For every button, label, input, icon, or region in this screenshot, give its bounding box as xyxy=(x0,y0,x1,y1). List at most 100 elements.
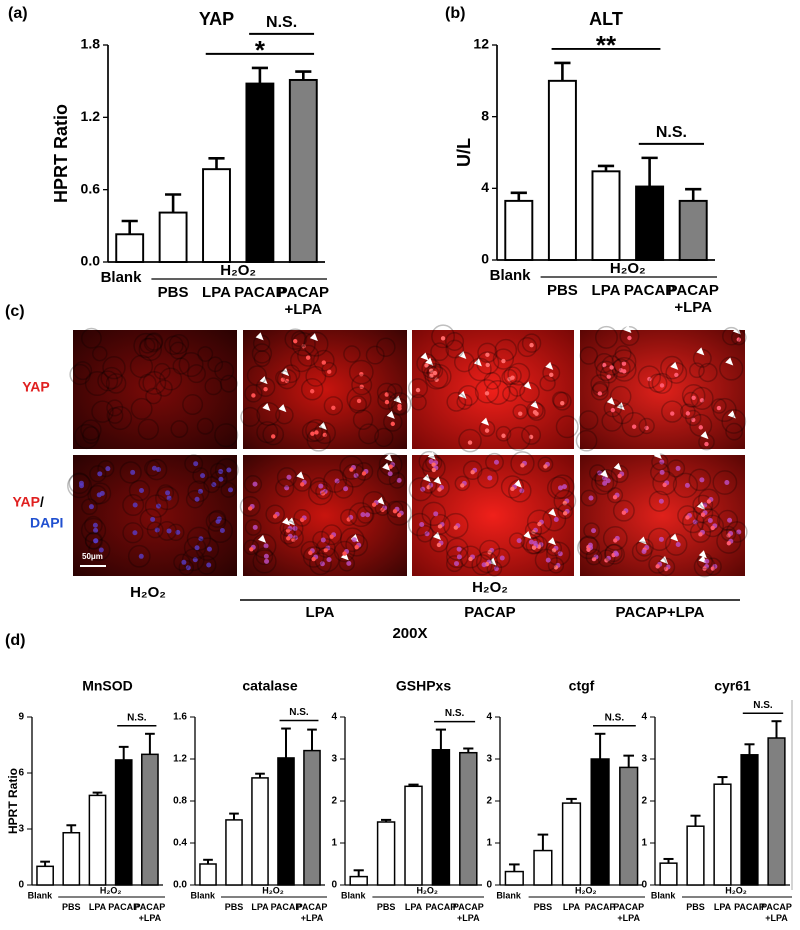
x-tick-label: LPA xyxy=(592,282,621,299)
cell xyxy=(698,362,718,383)
nucleus xyxy=(726,541,732,546)
bar xyxy=(767,737,786,886)
nucleus xyxy=(658,498,664,504)
nucleus xyxy=(327,369,332,374)
column-label: LPA xyxy=(306,604,335,621)
cell xyxy=(351,374,373,396)
cell xyxy=(537,456,554,473)
cell xyxy=(612,499,635,522)
cell xyxy=(599,365,618,384)
cell xyxy=(431,324,456,349)
cell xyxy=(386,500,412,526)
cell xyxy=(468,357,492,382)
nucleus xyxy=(684,482,690,488)
cell xyxy=(333,540,356,563)
cell xyxy=(323,396,344,416)
cell xyxy=(611,402,634,425)
bar xyxy=(277,757,295,886)
cell xyxy=(91,400,114,423)
nucleus xyxy=(484,428,490,433)
nucleus xyxy=(659,383,665,388)
nucleus xyxy=(702,566,707,571)
cell xyxy=(262,423,285,446)
cell xyxy=(388,471,406,489)
arrowhead xyxy=(420,352,429,361)
nucleus xyxy=(93,538,99,544)
nucleus xyxy=(516,538,522,544)
y-tick-label: 3 xyxy=(486,754,492,765)
cell xyxy=(534,548,558,572)
arrowhead xyxy=(458,350,467,359)
nucleus xyxy=(175,529,181,535)
nucleus xyxy=(487,475,493,481)
cell xyxy=(345,533,369,557)
y-tick-label: 1.2 xyxy=(81,108,101,124)
y-tick-label: 3 xyxy=(331,754,337,765)
nucleus xyxy=(311,556,316,562)
cell xyxy=(476,351,500,375)
group-label: H₂O₂ xyxy=(610,260,646,277)
nucleus xyxy=(354,544,359,550)
cell xyxy=(607,487,624,504)
cell xyxy=(255,377,276,397)
arrowhead xyxy=(425,357,434,366)
cell xyxy=(187,480,210,503)
nucleus xyxy=(79,483,85,489)
nucleus xyxy=(353,473,359,479)
cell xyxy=(220,481,237,498)
cell xyxy=(526,401,544,419)
nucleus xyxy=(318,483,324,489)
cell xyxy=(105,373,127,394)
arrowhead xyxy=(309,333,318,342)
cell xyxy=(155,379,173,397)
nucleus xyxy=(192,557,198,563)
cell xyxy=(97,370,119,392)
cell xyxy=(127,544,151,568)
y-tick-label: 9 xyxy=(18,712,24,723)
nucleus xyxy=(264,558,270,564)
cell xyxy=(159,367,183,391)
cell xyxy=(429,477,450,498)
nucleus xyxy=(468,556,473,562)
nucleus xyxy=(299,517,305,523)
nucleus xyxy=(553,516,559,522)
nucleus xyxy=(692,519,698,525)
cell xyxy=(647,527,672,552)
nucleus xyxy=(588,495,594,501)
cell xyxy=(108,405,133,431)
micrographs xyxy=(67,324,748,578)
arrowhead xyxy=(623,325,632,334)
bar xyxy=(619,766,639,886)
cell xyxy=(252,549,277,574)
nucleus xyxy=(397,512,402,518)
x-tick-label: PACAP xyxy=(271,902,302,912)
cell xyxy=(157,521,177,541)
cell xyxy=(119,461,142,484)
nucleus xyxy=(99,490,105,496)
nucleus xyxy=(322,432,328,438)
nucleus xyxy=(602,362,607,368)
nucleus xyxy=(359,384,364,390)
cell xyxy=(477,467,499,489)
nucleus xyxy=(606,374,611,379)
cell xyxy=(376,462,400,486)
row-label: YAP xyxy=(12,494,40,510)
arrowhead xyxy=(725,357,734,366)
cell xyxy=(446,391,467,412)
nucleus xyxy=(434,377,439,382)
cell xyxy=(524,521,543,539)
cell xyxy=(157,484,175,502)
x-tick-label: PACAP xyxy=(425,902,456,912)
cell xyxy=(137,418,160,441)
cell xyxy=(284,328,306,350)
cell xyxy=(621,411,647,438)
cell xyxy=(522,532,545,555)
nucleus xyxy=(501,433,506,438)
cell xyxy=(578,535,599,555)
cell xyxy=(89,465,107,483)
cell xyxy=(276,368,298,390)
cell xyxy=(333,478,354,499)
nucleus xyxy=(392,509,398,514)
cell xyxy=(677,505,698,526)
bar xyxy=(504,199,534,261)
